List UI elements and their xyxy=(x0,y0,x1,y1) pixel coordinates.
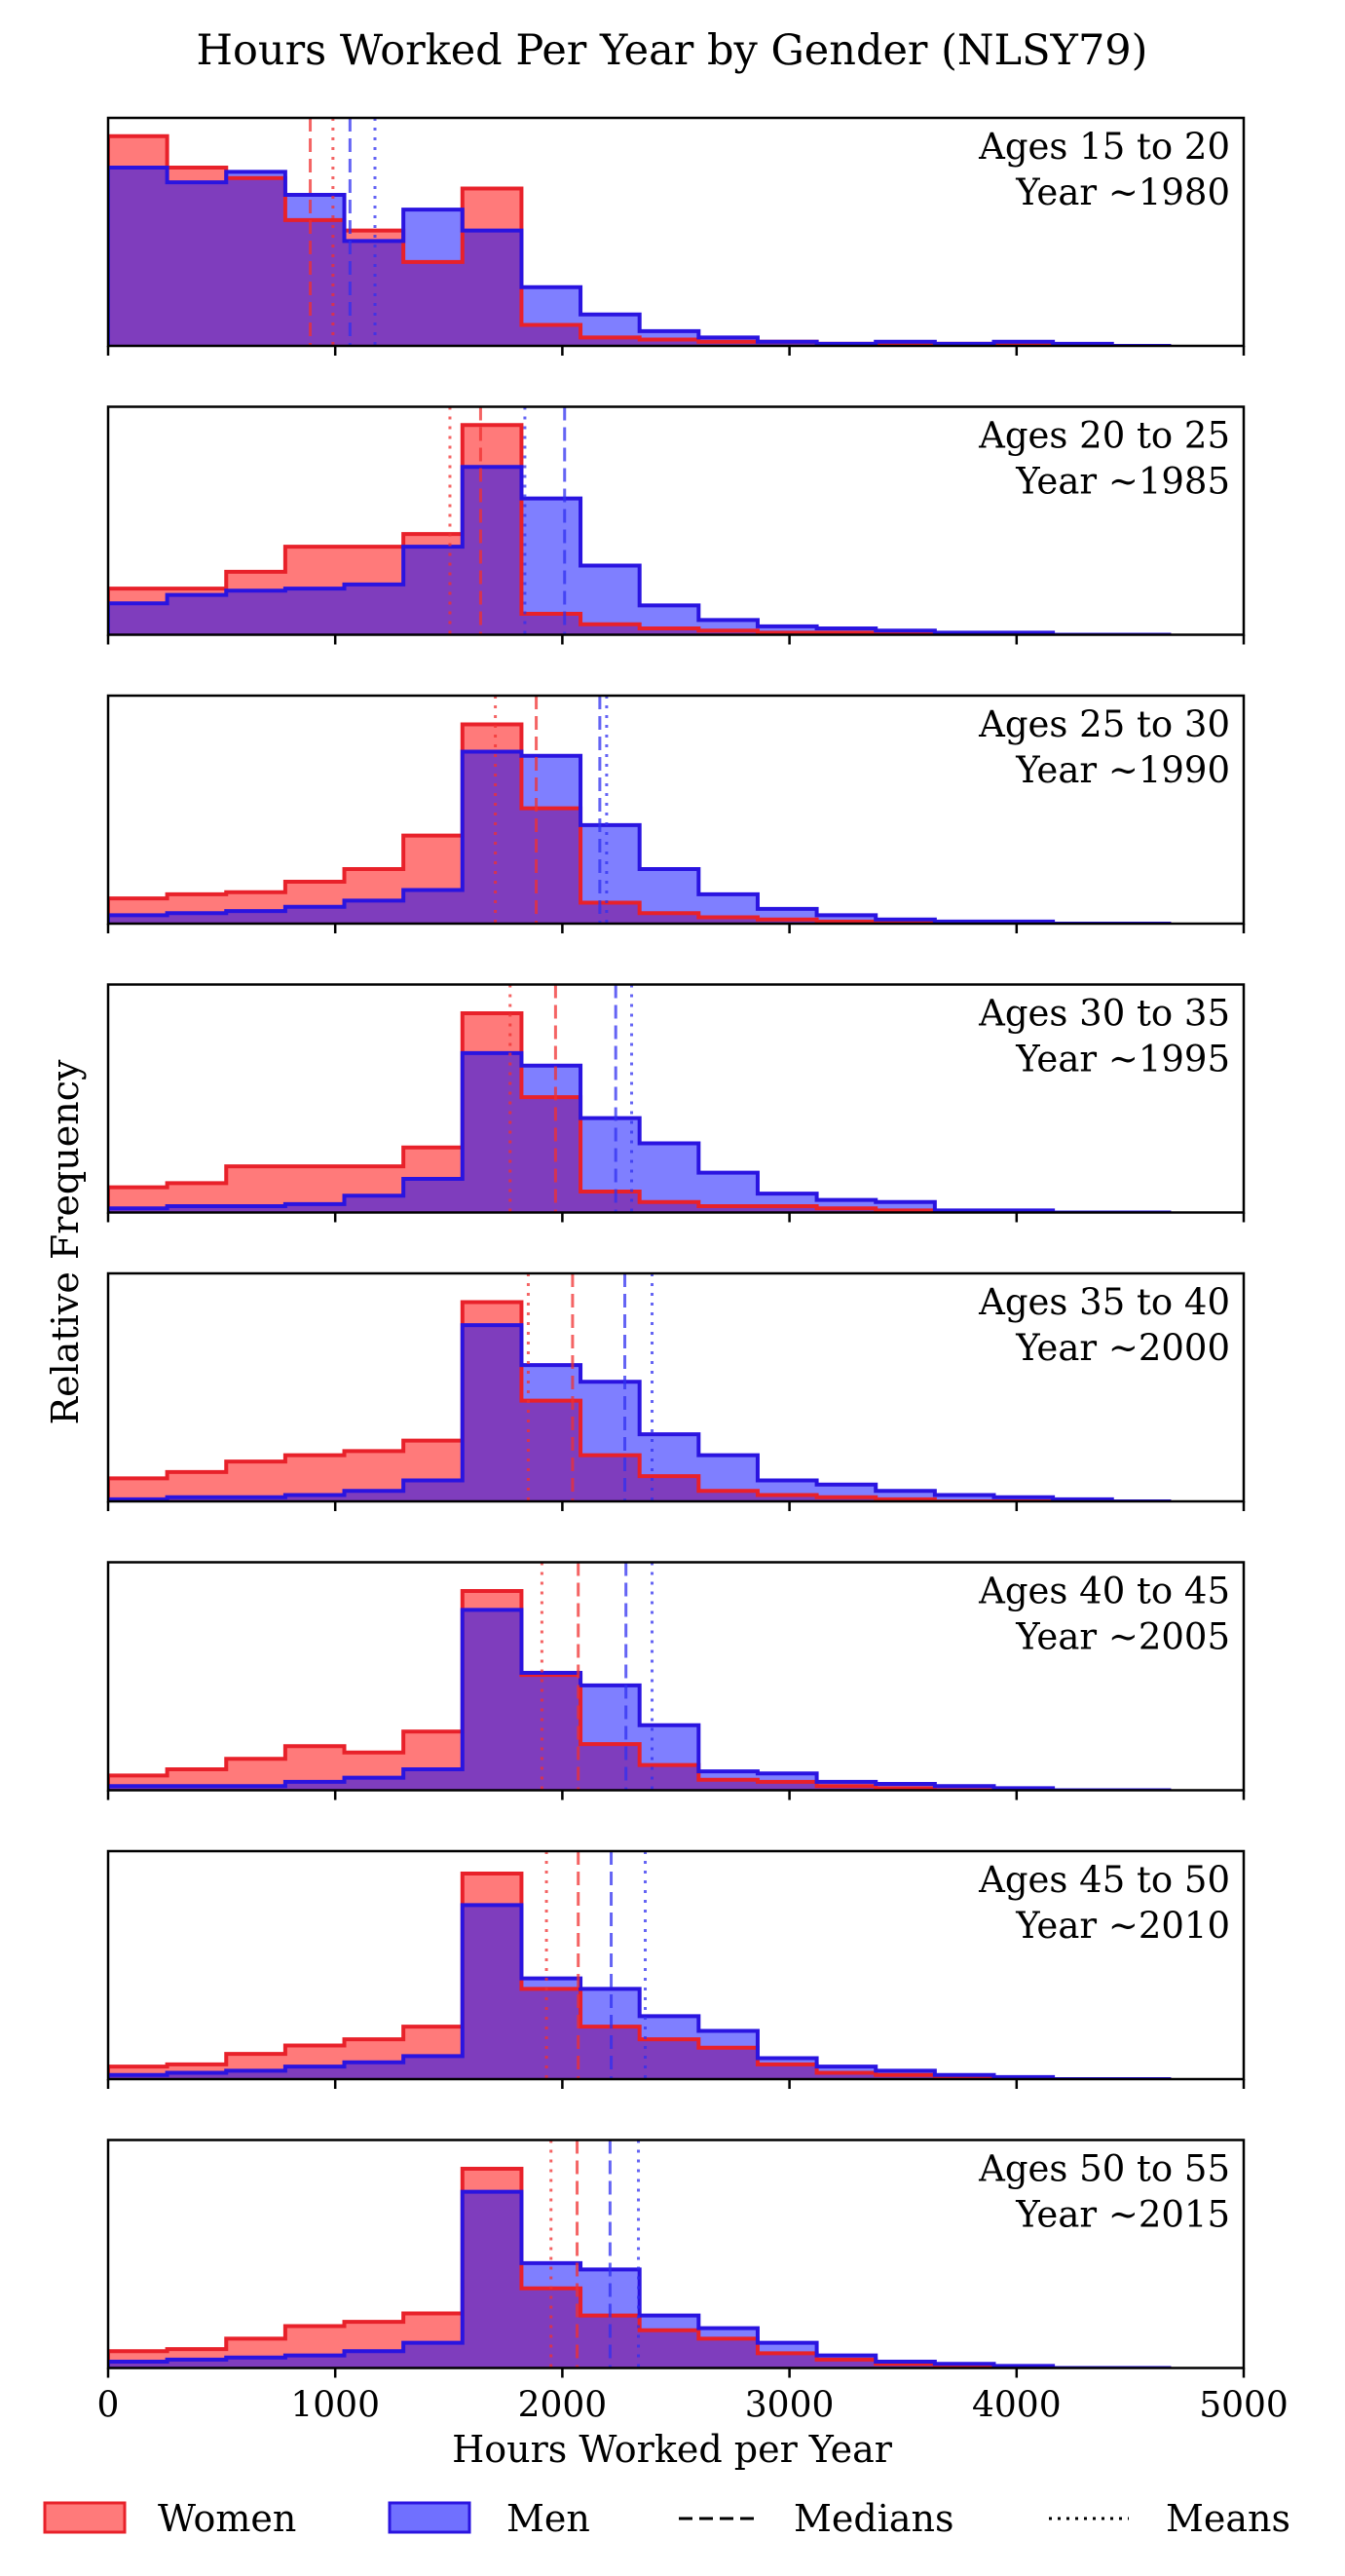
x-tick-label: 2000 xyxy=(518,2386,608,2426)
panel-age-label: Ages 50 to 55 xyxy=(978,2148,1230,2190)
panel-age-label: Ages 40 to 45 xyxy=(978,1571,1230,1612)
men-histogram-edge xyxy=(108,166,1172,346)
panel-frame xyxy=(106,1849,1246,2081)
panel-year-label: Year ~1995 xyxy=(1015,1039,1230,1080)
men-histogram-edge xyxy=(108,1608,1172,1791)
legend: Women Men Medians Means xyxy=(43,2497,1290,2540)
panel-age-label: Ages 15 to 20 xyxy=(978,126,1230,168)
panel-frame xyxy=(106,405,1246,636)
women-histogram-fill xyxy=(108,425,1172,635)
chart-title: Hours Worked Per Year by Gender (NLSY79) xyxy=(197,26,1148,75)
legend-label: Means xyxy=(1166,2497,1290,2540)
x-axis-label: Hours Worked per Year xyxy=(452,2428,893,2471)
panel-age-label: Ages 25 to 30 xyxy=(978,703,1230,745)
panel-age-label: Ages 45 to 50 xyxy=(978,1859,1230,1901)
legend-item-men: Men xyxy=(388,2497,590,2540)
panel-year-label: Year ~1990 xyxy=(1015,749,1230,791)
panel-year-label: Year ~1985 xyxy=(1015,461,1230,503)
plot-area xyxy=(108,2140,1172,2368)
panel-year-label: Year ~2015 xyxy=(1015,2194,1230,2236)
plot-area xyxy=(108,406,1172,635)
panel-frame xyxy=(106,1561,1246,1792)
men-histogram-edge xyxy=(108,1903,1172,2079)
x-tick-label: 4000 xyxy=(972,2386,1062,2426)
legend-item-women: Women xyxy=(43,2497,296,2540)
x-tick-label: 1000 xyxy=(290,2386,380,2426)
x-tick-label: 5000 xyxy=(1199,2386,1289,2426)
panel-age-label: Ages 35 to 40 xyxy=(978,1281,1230,1323)
women-histogram-edge xyxy=(108,1300,1172,1501)
legend-item-medians: Medians xyxy=(679,2497,954,2540)
men-histogram-edge xyxy=(108,749,1172,924)
men-histogram-fill xyxy=(108,168,1172,346)
men-histogram-fill xyxy=(108,467,1172,635)
legend-label: Medians xyxy=(794,2497,954,2540)
panel-year-label: Year ~2005 xyxy=(1015,1616,1230,1658)
panel-frame xyxy=(106,2139,1246,2369)
panel-year-label: Year ~2000 xyxy=(1015,1327,1230,1369)
women-histogram-fill xyxy=(108,724,1172,924)
legend-men-swatch xyxy=(388,2501,471,2534)
women-histogram-edge xyxy=(108,1588,1172,1791)
men-histogram-edge xyxy=(108,1323,1172,1501)
panel-year-label: Year ~1980 xyxy=(1015,171,1230,213)
y-axis-label: Relative Frequency xyxy=(44,1059,87,1424)
plot-area xyxy=(108,118,1172,346)
panel-year-label: Year ~2010 xyxy=(1015,1905,1230,1947)
panel-age-label: Ages 20 to 25 xyxy=(978,415,1230,457)
panel-frame xyxy=(106,1271,1246,1503)
plot-area xyxy=(108,984,1172,1213)
panel-frame xyxy=(106,983,1246,1214)
legend-women-swatch xyxy=(43,2501,127,2534)
legend-label: Men xyxy=(506,2497,590,2540)
panel-age-label: Ages 30 to 35 xyxy=(978,993,1230,1035)
panel-frame xyxy=(106,694,1246,926)
men-histogram-edge xyxy=(108,465,1172,635)
men-histogram-edge xyxy=(108,1050,1172,1213)
women-histogram-fill xyxy=(108,1012,1172,1213)
plot-area xyxy=(108,696,1172,924)
women-histogram-edge xyxy=(108,133,1172,346)
plot-area xyxy=(108,1562,1172,1791)
x-tick-label: 3000 xyxy=(745,2386,835,2426)
x-tick-label: 0 xyxy=(97,2386,120,2426)
panel-frame xyxy=(106,116,1246,348)
legend-label: Women xyxy=(158,2497,296,2540)
plot-area xyxy=(108,1851,1172,2079)
legend-item-means: Means xyxy=(1049,2497,1290,2540)
plot-area xyxy=(108,1273,1172,1501)
